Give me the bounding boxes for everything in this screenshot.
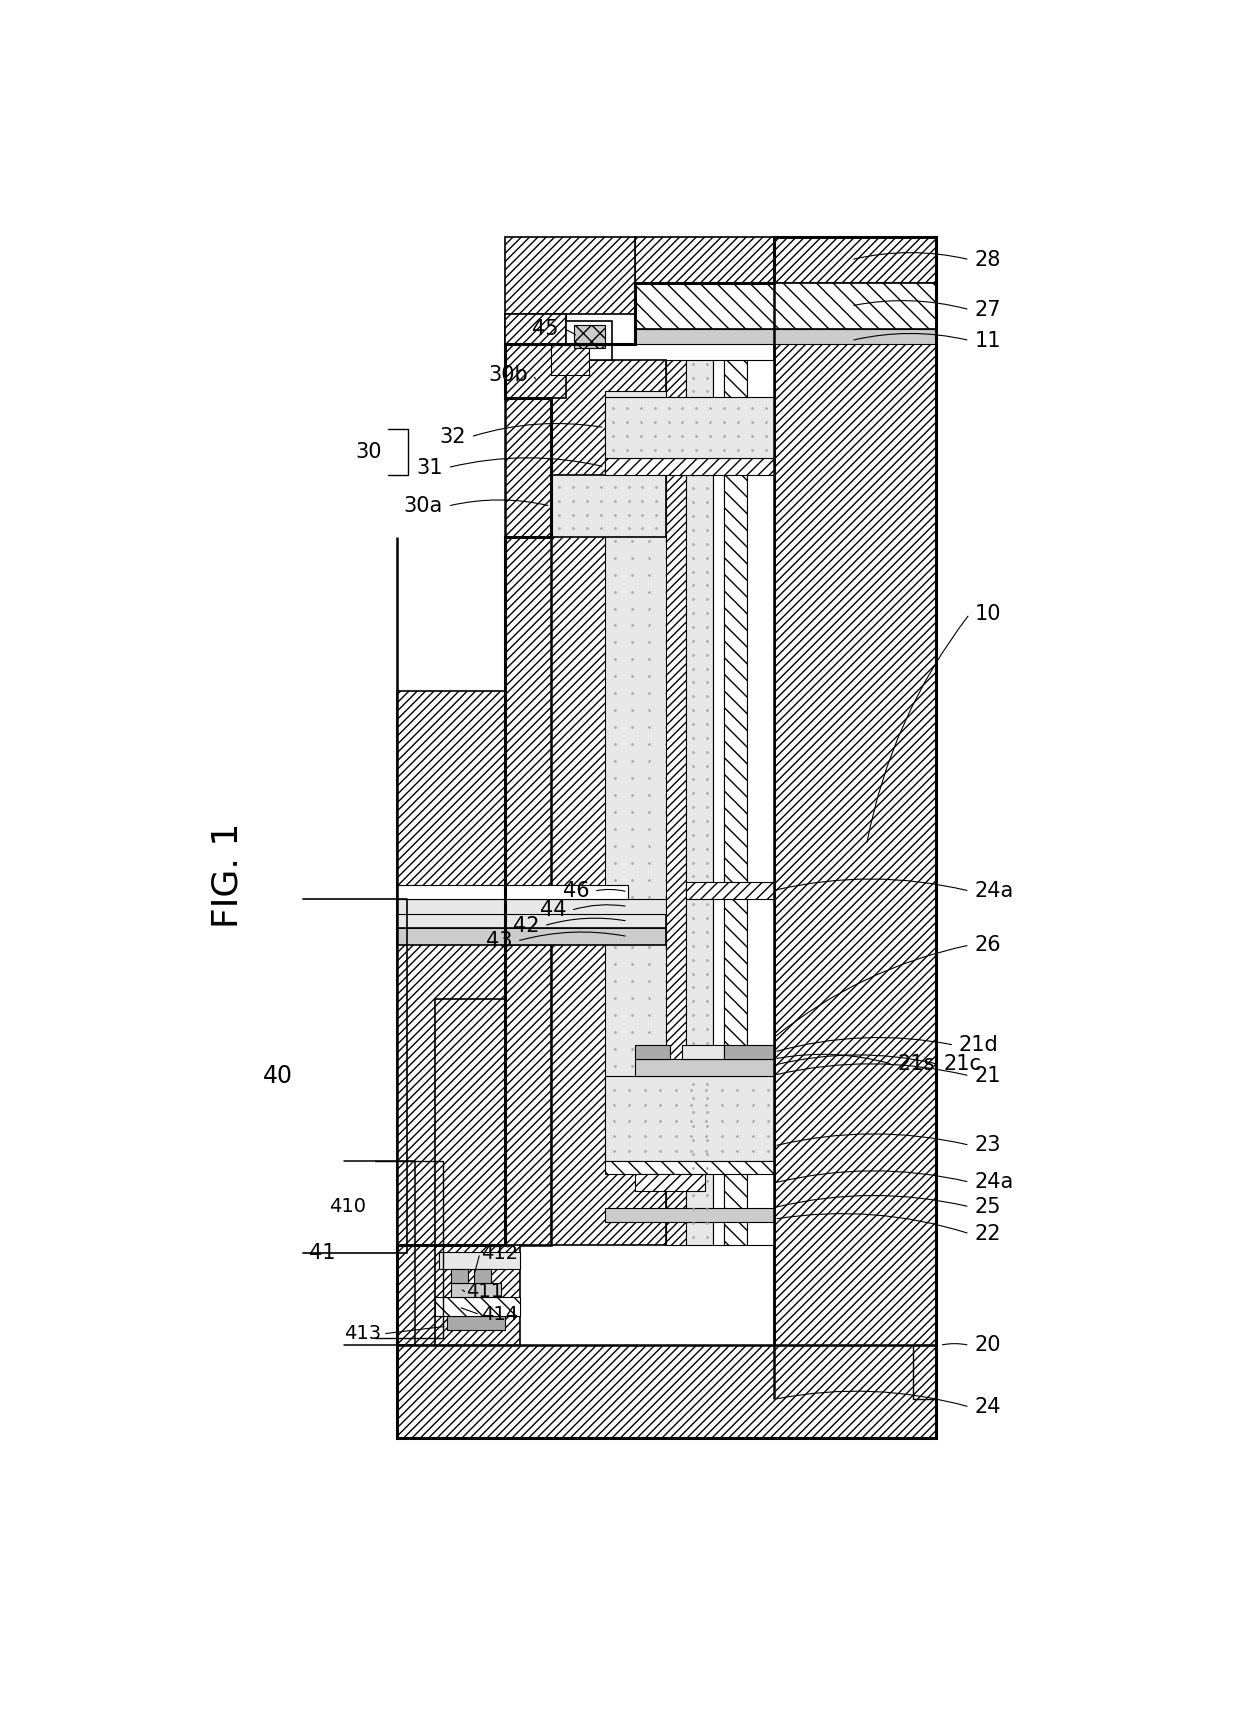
- Text: 413: 413: [345, 1324, 382, 1343]
- Text: 43: 43: [486, 931, 512, 950]
- Bar: [724, 359, 748, 1246]
- Bar: [666, 359, 686, 1246]
- Bar: [605, 458, 774, 475]
- Bar: [505, 313, 567, 359]
- Text: 24: 24: [975, 1396, 1001, 1417]
- Text: 414: 414: [481, 1305, 518, 1324]
- Bar: [635, 1175, 704, 1191]
- Text: 23: 23: [975, 1135, 1001, 1156]
- Bar: [748, 359, 774, 1246]
- Bar: [505, 237, 635, 313]
- Bar: [551, 475, 666, 537]
- Bar: [397, 691, 505, 1346]
- Text: 31: 31: [417, 458, 443, 477]
- Text: 30b: 30b: [489, 365, 528, 385]
- Text: 11: 11: [975, 330, 1001, 351]
- Text: 26: 26: [975, 935, 1001, 956]
- Bar: [686, 881, 774, 899]
- Text: 411: 411: [466, 1282, 503, 1301]
- Bar: [505, 313, 567, 399]
- Text: 42: 42: [513, 916, 539, 937]
- Bar: [724, 1045, 774, 1059]
- Bar: [605, 391, 774, 1161]
- Bar: [397, 1346, 936, 1438]
- Text: 40: 40: [263, 1064, 293, 1089]
- Bar: [439, 1253, 520, 1268]
- Bar: [635, 1045, 670, 1059]
- Bar: [574, 325, 605, 349]
- Bar: [635, 237, 936, 283]
- Text: 24a: 24a: [975, 1172, 1013, 1192]
- Bar: [635, 1059, 774, 1077]
- Text: 24a: 24a: [975, 881, 1013, 900]
- Text: 410: 410: [329, 1198, 366, 1217]
- Bar: [435, 999, 520, 1346]
- Text: FIG. 1: FIG. 1: [211, 823, 244, 928]
- Text: 28: 28: [975, 251, 1001, 270]
- Bar: [474, 1268, 491, 1284]
- Bar: [551, 344, 589, 375]
- Bar: [397, 899, 666, 914]
- Text: 41: 41: [309, 1242, 335, 1263]
- Bar: [435, 1298, 520, 1317]
- Bar: [605, 397, 774, 458]
- Text: 412: 412: [481, 1244, 518, 1263]
- Bar: [605, 1208, 774, 1222]
- Text: 22: 22: [975, 1223, 1001, 1244]
- Text: 30: 30: [355, 442, 382, 461]
- Bar: [713, 359, 724, 1246]
- Text: 21d: 21d: [959, 1035, 998, 1056]
- Bar: [635, 328, 936, 344]
- Bar: [551, 359, 666, 1246]
- Bar: [635, 283, 936, 328]
- Bar: [605, 1161, 774, 1175]
- Text: 32: 32: [440, 427, 466, 448]
- Text: 21s: 21s: [898, 1054, 935, 1075]
- Text: 27: 27: [975, 299, 1001, 320]
- Bar: [605, 1077, 774, 1161]
- Text: 30a: 30a: [404, 496, 443, 517]
- Text: 46: 46: [563, 881, 589, 900]
- Bar: [682, 1045, 724, 1059]
- Bar: [446, 1317, 505, 1331]
- Text: 10: 10: [975, 603, 1001, 624]
- Bar: [397, 914, 666, 928]
- Text: 25: 25: [975, 1198, 1001, 1217]
- Bar: [397, 885, 627, 899]
- Bar: [505, 945, 551, 1246]
- Text: 21: 21: [975, 1066, 1001, 1085]
- Text: 44: 44: [539, 900, 567, 921]
- Polygon shape: [505, 359, 551, 1246]
- Text: 20: 20: [975, 1336, 1001, 1355]
- Bar: [450, 1268, 467, 1284]
- Bar: [774, 244, 936, 1400]
- Bar: [397, 928, 666, 945]
- Bar: [686, 359, 713, 1246]
- Bar: [567, 321, 613, 359]
- Text: 45: 45: [532, 320, 558, 339]
- Bar: [450, 1284, 501, 1298]
- Text: 21c: 21c: [944, 1054, 982, 1075]
